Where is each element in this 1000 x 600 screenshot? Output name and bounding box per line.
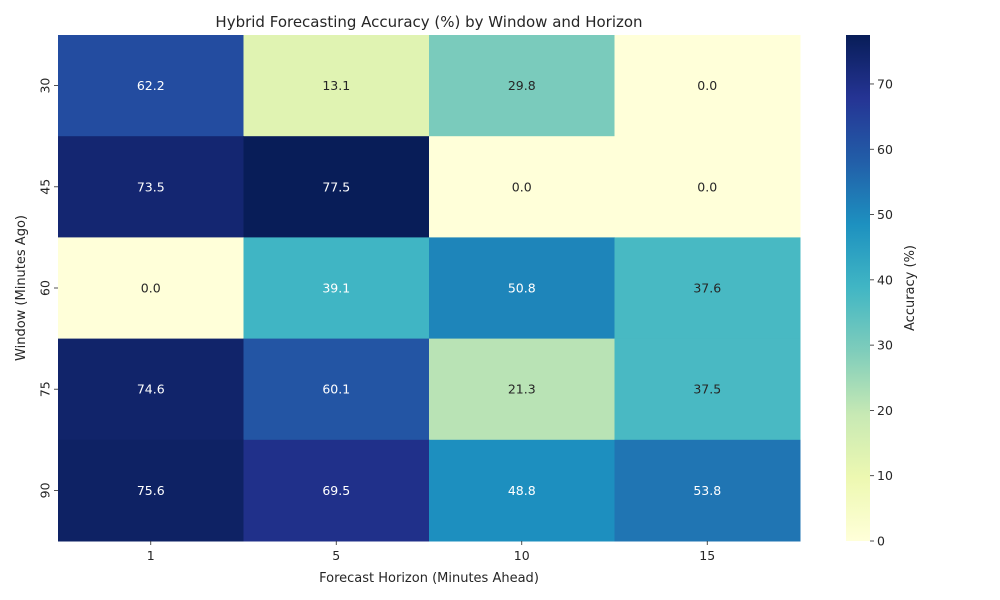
heatmap-cell bbox=[429, 35, 615, 137]
heatmap-cells bbox=[58, 35, 801, 542]
cell-value-label: 37.6 bbox=[693, 281, 721, 296]
heatmap-cell bbox=[429, 136, 615, 238]
y-axis-label: Window (Minutes Ago) bbox=[14, 215, 29, 361]
y-tick-label: 45 bbox=[38, 179, 53, 195]
heatmap-cell bbox=[243, 439, 430, 542]
heatmap-cell bbox=[429, 237, 615, 340]
colorbar-tick-label: 50 bbox=[877, 207, 893, 222]
x-axis-label: Forecast Horizon (Minutes Ahead) bbox=[319, 571, 539, 586]
heatmap-cell bbox=[243, 338, 430, 441]
heatmap-cell bbox=[58, 237, 244, 340]
cell-value-label: 0.0 bbox=[512, 179, 532, 194]
cell-value-label: 60.1 bbox=[322, 382, 350, 397]
cell-value-label: 37.5 bbox=[693, 382, 721, 397]
cell-value-label: 69.5 bbox=[322, 483, 350, 498]
colorbar-tick-label: 30 bbox=[877, 338, 893, 353]
colorbar-tick-label: 10 bbox=[877, 468, 893, 483]
heatmap-cell bbox=[58, 136, 244, 238]
heatmap-cell bbox=[429, 439, 615, 542]
heatmap-cell bbox=[614, 338, 801, 441]
x-tick-label: 15 bbox=[699, 548, 715, 563]
heatmap-cell bbox=[614, 439, 801, 542]
colorbar-label: Accuracy (%) bbox=[903, 245, 918, 331]
x-axis-ticks: 1 5 10 15 bbox=[147, 541, 715, 563]
heatmap-cell bbox=[58, 439, 244, 542]
heatmap-cell bbox=[243, 35, 430, 137]
cell-value-label: 39.1 bbox=[322, 281, 350, 296]
x-tick-label: 5 bbox=[332, 548, 340, 563]
heatmap-cell bbox=[243, 237, 430, 340]
cell-value-label: 0.0 bbox=[697, 78, 717, 93]
cell-value-label: 50.8 bbox=[508, 281, 536, 296]
heatmap-cell bbox=[614, 136, 801, 238]
cell-value-label: 21.3 bbox=[508, 382, 536, 397]
colorbar-ticks: 0 10 20 30 40 50 60 70 bbox=[870, 76, 893, 549]
cell-value-label: 29.8 bbox=[508, 78, 536, 93]
heatmap-cell bbox=[58, 338, 244, 441]
cell-value-label: 77.5 bbox=[322, 179, 350, 194]
colorbar-tick-label: 40 bbox=[877, 272, 893, 287]
x-tick-label: 1 bbox=[147, 548, 155, 563]
y-tick-label: 75 bbox=[38, 381, 53, 397]
heatmap-cell bbox=[58, 35, 244, 137]
colorbar-tick-label: 0 bbox=[877, 534, 885, 549]
heatmap-cell bbox=[243, 136, 430, 238]
cell-value-label: 62.2 bbox=[137, 78, 165, 93]
y-axis-ticks: 30 45 60 75 90 bbox=[38, 78, 58, 498]
colorbar-tick-label: 70 bbox=[877, 76, 893, 91]
colorbar-tick-label: 20 bbox=[877, 403, 893, 418]
heatmap-cell bbox=[614, 237, 801, 340]
x-tick-label: 10 bbox=[514, 548, 530, 563]
colorbar-tick-label: 60 bbox=[877, 142, 893, 157]
y-tick-label: 90 bbox=[38, 482, 53, 498]
cell-value-label: 13.1 bbox=[322, 78, 350, 93]
y-tick-label: 30 bbox=[38, 78, 53, 94]
heatmap-cell-labels: 62.2 13.1 29.8 0.0 73.5 77.5 0.0 0.0 0.0 39.1 50.8… bbox=[137, 78, 721, 498]
chart-title: Hybrid Forecasting Accuracy (%) by Windo… bbox=[215, 13, 642, 31]
heatmap-cell bbox=[614, 35, 801, 137]
cell-value-label: 74.6 bbox=[137, 382, 165, 397]
cell-value-label: 53.8 bbox=[693, 483, 721, 498]
y-tick-label: 60 bbox=[38, 280, 53, 296]
cell-value-label: 75.6 bbox=[137, 483, 165, 498]
cell-value-label: 73.5 bbox=[137, 179, 165, 194]
cell-value-label: 0.0 bbox=[141, 281, 161, 296]
heatmap-cell bbox=[429, 338, 615, 441]
cell-value-label: 0.0 bbox=[697, 179, 717, 194]
cell-value-label: 48.8 bbox=[508, 483, 536, 498]
colorbar bbox=[846, 35, 870, 541]
